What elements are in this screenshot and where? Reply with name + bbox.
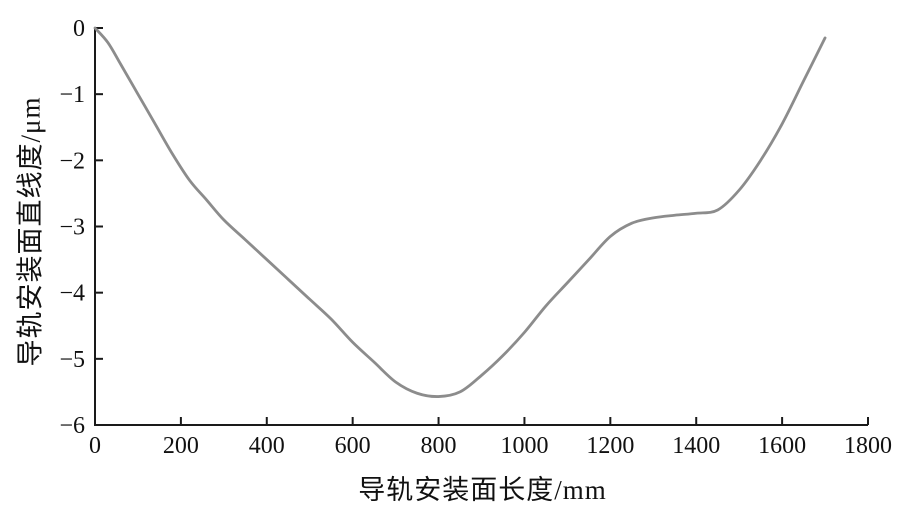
x-axis-label: 导轨安装面长度/mm: [358, 475, 607, 505]
y-axis-label: 导轨安装面直线度/μm: [15, 96, 46, 367]
x-tick-label: 600: [335, 433, 371, 459]
straightness-curve: [93, 26, 827, 398]
y-tick-label: −4: [59, 281, 85, 307]
x-tick-label: 400: [249, 433, 285, 459]
x-tick-label: 200: [163, 433, 199, 459]
y-tick-label: 0: [73, 16, 85, 42]
x-tick-label: 1600: [758, 433, 806, 459]
x-tick-label: 1400: [672, 433, 720, 459]
x-tick-label: 0: [89, 433, 101, 459]
y-tick-label: −5: [59, 347, 85, 373]
x-tick-label: 1200: [586, 433, 634, 459]
y-tick-label: −1: [59, 82, 85, 108]
y-tick-label: −3: [59, 215, 85, 241]
axis-spines: [94, 28, 868, 426]
x-tick-label: 800: [421, 433, 457, 459]
y-tick-label: −2: [59, 148, 85, 174]
x-tick-label: 1800: [844, 433, 892, 459]
x-tick-label: 1000: [500, 433, 548, 459]
y-tick-label: −6: [59, 413, 85, 439]
